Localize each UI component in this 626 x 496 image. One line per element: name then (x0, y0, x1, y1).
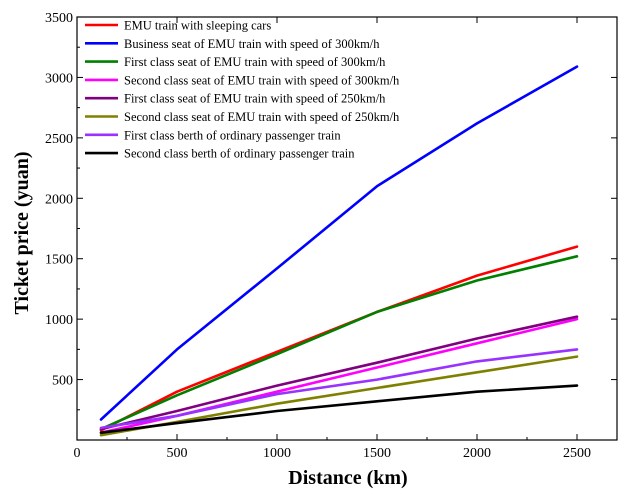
series-line-5 (99, 315, 579, 431)
legend-label: Second class seat of EMU train with spee… (124, 110, 400, 124)
legend-label: First class berth of ordinary passenger … (124, 128, 341, 142)
y-tick-label: 3000 (45, 71, 73, 86)
series-line-7 (99, 348, 579, 430)
x-tick-label: 2500 (563, 446, 591, 461)
y-tick-label: 1000 (45, 313, 73, 328)
legend-item: Business seat of EMU train with speed of… (85, 37, 380, 51)
legend-item: First class berth of ordinary passenger … (85, 128, 341, 142)
legend-item: Second class seat of EMU train with spee… (85, 110, 400, 124)
y-tick-label: 1500 (45, 253, 73, 268)
x-tick-label: 1000 (263, 446, 291, 461)
x-tick-label: 2000 (463, 446, 491, 461)
legend-label: First class seat of EMU train with speed… (124, 92, 386, 106)
y-axis-title: Ticket price (yuan) (11, 152, 33, 315)
legend-label: EMU train with sleeping cars (124, 19, 271, 33)
legend-label: Business seat of EMU train with speed of… (124, 37, 380, 51)
legend-label: Second class seat of EMU train with spee… (124, 73, 400, 87)
legend-label: Second class berth of ordinary passenger… (124, 147, 355, 161)
legend-item: First class seat of EMU train with speed… (85, 55, 386, 69)
axes: 0 500 1000 1500 2000 2500 500 1000 1500 2000 2500 3… (45, 11, 617, 461)
y-tick-label: 3500 (45, 11, 73, 26)
legend-item: Second class seat of EMU train with spee… (85, 73, 400, 87)
series-line-2 (99, 65, 579, 421)
series-line-8 (99, 384, 579, 435)
x-tick-label: 500 (167, 446, 188, 461)
legend: EMU train with sleeping cars Business sea… (85, 19, 400, 161)
legend-label: First class seat of EMU train with speed… (124, 55, 386, 69)
series-line-3 (99, 254, 579, 431)
y-tick-label: 500 (52, 374, 73, 389)
x-axis-title: Distance (km) (288, 467, 407, 489)
legend-item: EMU train with sleeping cars (85, 19, 271, 33)
legend-item: First class seat of EMU train with speed… (85, 92, 386, 106)
legend-item: Second class berth of ordinary passenger… (85, 147, 355, 161)
x-tick-label: 0 (74, 446, 81, 461)
x-tick-label: 1500 (363, 446, 391, 461)
y-tick-label: 2000 (45, 192, 73, 207)
series-layer (99, 65, 579, 437)
y-tick-label: 2500 (45, 132, 73, 147)
